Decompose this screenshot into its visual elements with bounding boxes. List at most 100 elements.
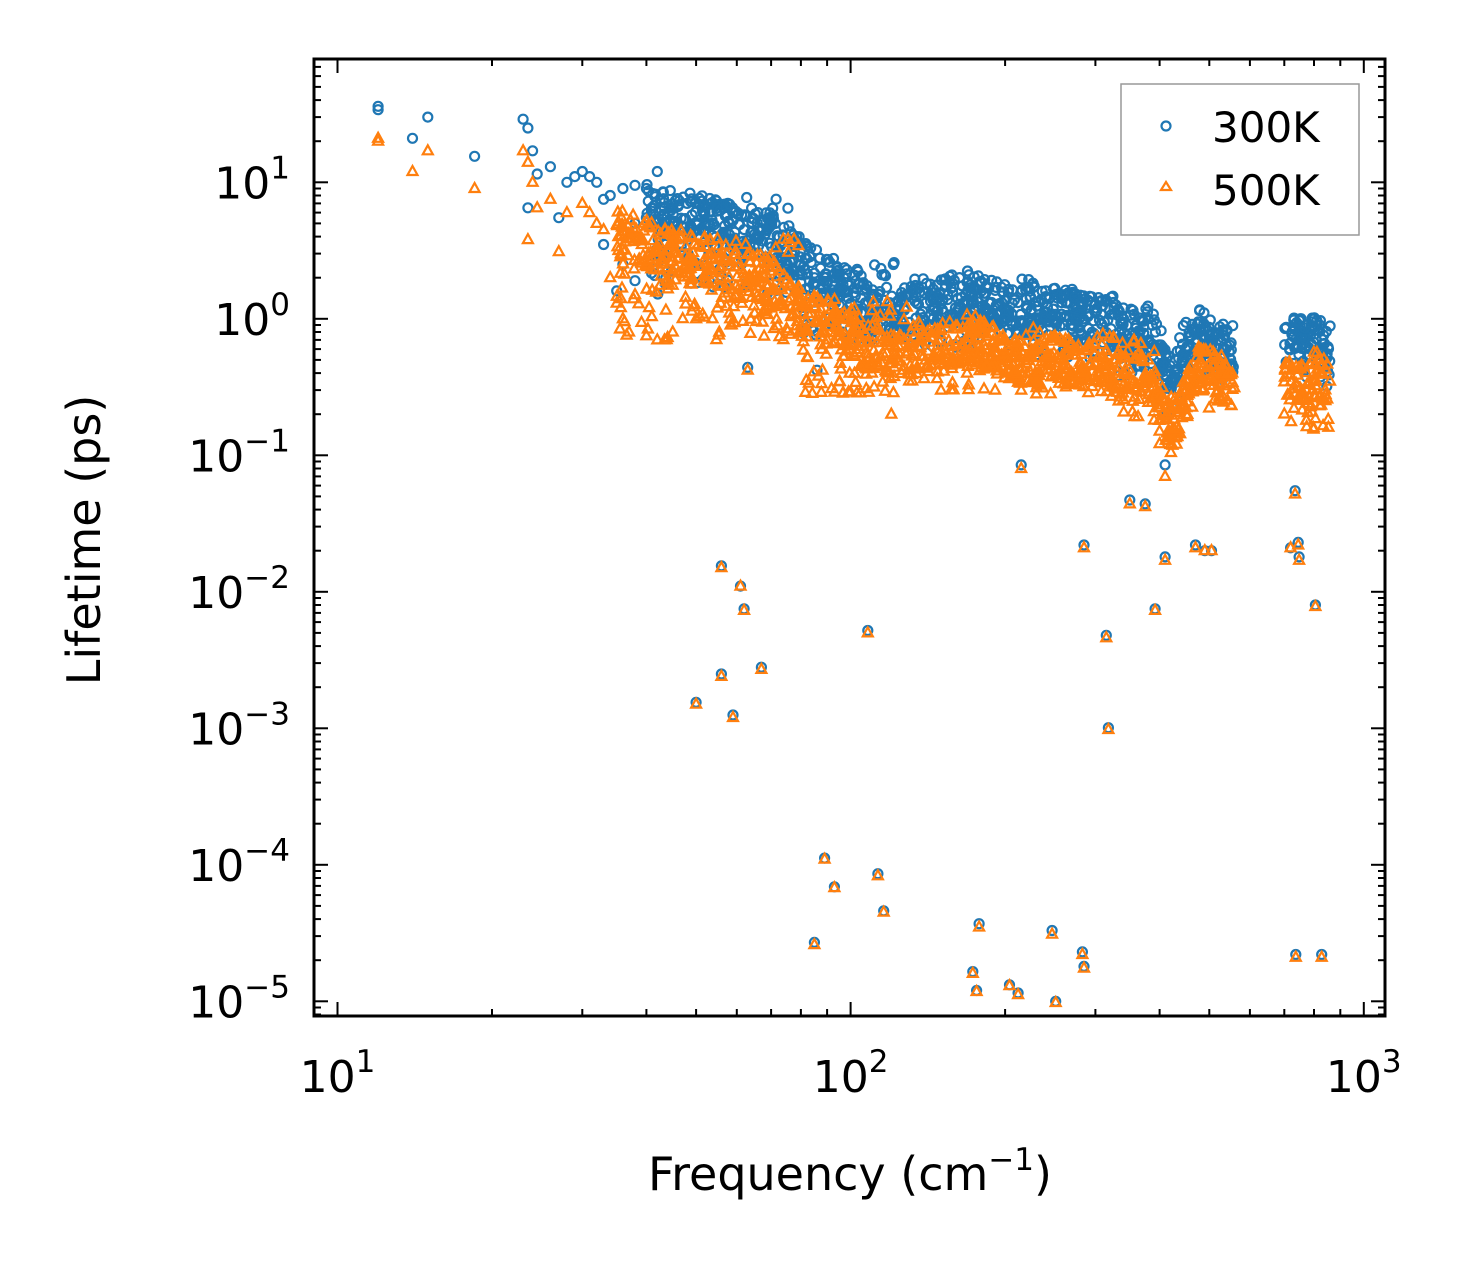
point-500k-877 <box>979 357 994 371</box>
point-500k-1471 <box>1099 630 1114 643</box>
point-300k-249 <box>706 214 718 226</box>
point-500k-642 <box>977 381 991 394</box>
point-500k-645 <box>904 348 919 361</box>
point-500k-1290 <box>1221 365 1235 379</box>
point-500k-145 <box>615 280 629 293</box>
point-500k-1431 <box>865 365 879 378</box>
point-500k-1423 <box>689 311 703 324</box>
point-500k-1453 <box>1158 468 1172 481</box>
point-500k-1447 <box>1163 436 1178 450</box>
point-500k-612 <box>859 345 873 358</box>
point-500k-1261 <box>1221 375 1235 389</box>
point-500k-290 <box>674 229 689 242</box>
point-500k-73 <box>711 277 726 291</box>
point-500k-1150 <box>1164 444 1178 458</box>
point-300k-1365 <box>681 197 693 209</box>
x-tick-label: 102 <box>813 1044 889 1103</box>
point-500k-2 <box>644 308 659 322</box>
point-500k-263 <box>757 328 771 341</box>
point-500k-1436 <box>974 352 989 365</box>
point-500k-239 <box>759 277 773 290</box>
point-500k-937 <box>1043 386 1058 399</box>
point-300k-987 <box>1098 316 1110 328</box>
point-500k-1458 <box>1158 552 1172 565</box>
point-300k-813 <box>999 279 1011 291</box>
point-300k-299 <box>645 202 658 214</box>
point-300k-315 <box>732 207 745 219</box>
point-500k-356 <box>653 262 668 275</box>
point-500k-863 <box>984 360 999 373</box>
point-300k-1375 <box>821 278 833 290</box>
point-300k-816 <box>909 295 921 307</box>
point-500k-581 <box>834 361 848 374</box>
point-300k-1280 <box>1288 312 1300 324</box>
point-300k-1382 <box>919 297 932 309</box>
point-300k-1339 <box>469 150 481 162</box>
point-500k-333 <box>682 266 697 279</box>
point-300k-1321 <box>1311 320 1323 332</box>
point-500k-381 <box>726 298 741 312</box>
point-500k-348 <box>791 237 806 251</box>
point-500k-434 <box>844 302 859 315</box>
point-500k-1316 <box>1278 369 1292 382</box>
point-500k-1250 <box>1206 349 1221 362</box>
point-300k-324 <box>695 222 708 234</box>
point-300k-1351 <box>591 176 603 188</box>
point-500k-301 <box>783 234 797 247</box>
point-500k-853 <box>993 329 1007 343</box>
point-500k-207 <box>731 258 746 272</box>
point-500k-484 <box>802 375 816 388</box>
point-300k-520 <box>824 256 836 268</box>
point-300k-1343 <box>531 168 543 180</box>
point-300k-88 <box>664 185 676 197</box>
point-300k-786 <box>920 277 933 289</box>
point-500k-139 <box>629 221 644 235</box>
point-500k-161 <box>743 311 758 324</box>
point-300k-298 <box>649 188 662 200</box>
point-300k-245 <box>751 217 763 229</box>
point-500k-1286 <box>1199 372 1214 385</box>
x-axis-label: Frequency (cm−1) <box>648 1142 1052 1201</box>
point-300k-285 <box>751 229 763 241</box>
point-500k-1384 <box>1307 372 1321 385</box>
point-500k-1128 <box>1131 408 1145 422</box>
point-300k-1385 <box>975 285 988 297</box>
point-300k-791 <box>991 299 1003 312</box>
point-500k-293 <box>614 209 628 222</box>
point-300k-1398 <box>1194 316 1206 328</box>
point-300k-539 <box>820 271 832 283</box>
point-500k-261 <box>623 230 638 244</box>
point-300k-712 <box>941 294 954 306</box>
point-500k-382 <box>727 314 742 328</box>
point-500k-1429 <box>820 332 834 345</box>
point-500k-881 <box>924 329 938 342</box>
point-500k-270 <box>637 215 652 228</box>
point-500k-296 <box>651 234 666 248</box>
point-300k-310 <box>724 198 736 210</box>
point-300k-238 <box>764 211 776 224</box>
point-500k-566 <box>811 368 826 381</box>
point-300k-1332 <box>1286 325 1298 337</box>
y-tick-label: 10−4 <box>188 833 290 892</box>
point-500k-1451 <box>740 362 755 375</box>
point-500k-500 <box>840 335 855 348</box>
point-500k-1382 <box>1310 365 1324 379</box>
point-500k-879 <box>1016 346 1030 359</box>
point-500k-1009 <box>1082 335 1097 349</box>
point-500k-1011 <box>1044 347 1058 360</box>
point-500k-1419 <box>628 286 642 300</box>
point-500k-1386 <box>1284 361 1299 374</box>
point-500k-882 <box>1023 345 1037 358</box>
point-500k-837 <box>959 344 974 357</box>
point-500k-816 <box>938 342 953 355</box>
point-500k-1396 <box>1306 387 1321 401</box>
point-300k-754 <box>992 307 1004 319</box>
point-500k-1042 <box>1095 336 1109 350</box>
point-500k-357 <box>664 222 679 235</box>
point-500k-529 <box>805 385 820 398</box>
point-500k-770 <box>1019 327 1033 340</box>
point-300k-1393 <box>1130 319 1142 331</box>
point-300k-1120 <box>1160 348 1172 360</box>
point-500k-1456 <box>1288 486 1302 499</box>
point-500k-534 <box>832 374 847 387</box>
